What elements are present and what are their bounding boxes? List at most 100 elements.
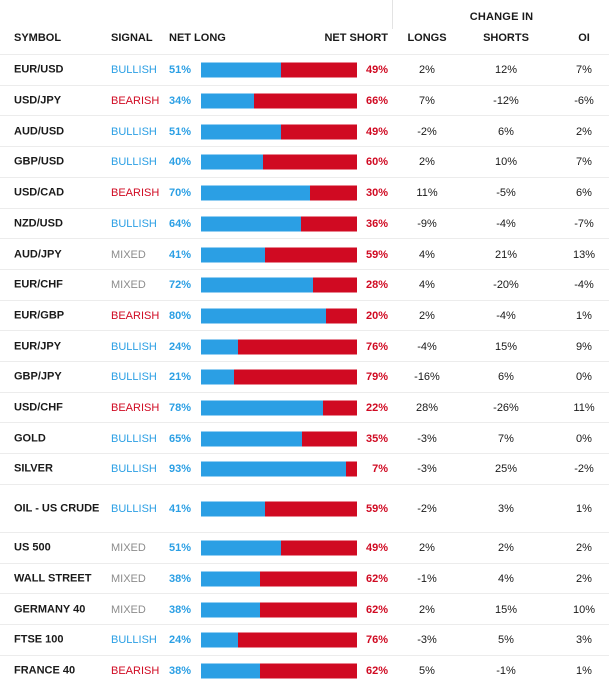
table-row[interactable]: NZD/USD BULLISH 64% 36% -9% -4% -7% bbox=[0, 207, 609, 240]
net-short-cell: 20% bbox=[365, 309, 388, 322]
signal-cell: BEARISH bbox=[111, 309, 160, 322]
symbol-cell[interactable]: GERMANY 40 bbox=[14, 603, 86, 616]
sentiment-bar bbox=[201, 277, 357, 293]
table-row[interactable]: FRANCE 40 BEARISH 38% 62% 5% -1% 1% bbox=[0, 654, 609, 687]
table-row[interactable]: AUD/USD BULLISH 51% 49% -2% 6% 2% bbox=[0, 115, 609, 147]
net-short-cell: 79% bbox=[365, 371, 388, 384]
net-short-cell: 62% bbox=[365, 664, 388, 677]
signal-cell: MIXED bbox=[111, 572, 146, 585]
signal-cell: BULLISH bbox=[111, 64, 157, 77]
symbol-cell[interactable]: EUR/GBP bbox=[14, 309, 65, 322]
sentiment-bar bbox=[201, 602, 357, 618]
table-row[interactable]: EUR/JPY BULLISH 24% 76% -4% 15% 9% bbox=[0, 330, 609, 362]
table-row[interactable]: EUR/CHF MIXED 72% 28% 4% -20% -4% bbox=[0, 268, 609, 301]
symbol-cell[interactable]: GBP/USD bbox=[14, 155, 65, 168]
symbol-cell[interactable]: USD/CAD bbox=[14, 186, 65, 199]
table-row[interactable]: EUR/GBP BEARISH 80% 20% 2% -4% 1% bbox=[0, 299, 609, 332]
sentiment-bar bbox=[201, 339, 357, 355]
table-row[interactable]: FTSE 100 BULLISH 24% 76% -3% 5% 3% bbox=[0, 623, 609, 656]
table-row[interactable]: SILVER BULLISH 93% 7% -3% 25% -2% bbox=[0, 453, 609, 485]
net-short-cell: 28% bbox=[365, 279, 388, 292]
symbol-cell[interactable]: US 500 bbox=[14, 541, 51, 554]
longs-change-cell: 4% bbox=[419, 279, 435, 292]
sentiment-bar-long-fill bbox=[201, 154, 264, 170]
net-long-cell: 24% bbox=[169, 340, 192, 353]
sentiment-bar-long-fill bbox=[201, 602, 261, 618]
net-long-cell: 40% bbox=[169, 156, 192, 169]
table-row[interactable]: USD/JPY BEARISH 34% 66% 7% -12% -6% bbox=[0, 84, 609, 117]
longs-change-cell: -16% bbox=[414, 371, 440, 384]
net-short-cell: 62% bbox=[365, 603, 388, 616]
symbol-cell[interactable]: EUR/JPY bbox=[14, 340, 62, 353]
change-in-label: CHANGE IN bbox=[469, 11, 534, 23]
oi-change-cell: -6% bbox=[574, 95, 594, 108]
net-short-cell: 35% bbox=[365, 432, 388, 445]
net-long-cell: 80% bbox=[169, 309, 192, 322]
oi-change-cell: 11% bbox=[573, 402, 595, 415]
oi-change-cell: 2% bbox=[576, 572, 592, 585]
table-row[interactable]: AUD/JPY MIXED 41% 59% 4% 21% 13% bbox=[0, 238, 609, 270]
symbol-cell[interactable]: GBP/JPY bbox=[14, 370, 62, 383]
net-long-cell: 38% bbox=[169, 664, 192, 677]
oi-change-cell: 9% bbox=[576, 340, 592, 353]
sentiment-bar-long-fill bbox=[201, 277, 314, 293]
sentiment-bar bbox=[201, 431, 357, 447]
sentiment-bar-long-fill bbox=[201, 632, 239, 648]
shorts-change-cell: 2% bbox=[498, 542, 514, 555]
sentiment-bar bbox=[201, 308, 357, 324]
oi-change-cell: 10% bbox=[572, 603, 596, 616]
table-row[interactable]: GBP/JPY BULLISH 21% 79% -16% 6% 0% bbox=[0, 361, 609, 393]
sentiment-bar bbox=[201, 62, 357, 78]
symbol-cell[interactable]: EUR/CHF bbox=[14, 278, 63, 291]
shorts-change-cell: 6% bbox=[498, 125, 514, 138]
symbol-cell[interactable]: WALL STREET bbox=[14, 572, 92, 585]
net-short-cell: 66% bbox=[365, 95, 388, 108]
table-row[interactable]: GBP/USD BULLISH 40% 60% 2% 10% 7% bbox=[0, 146, 609, 178]
longs-change-cell: 2% bbox=[419, 156, 435, 169]
signal-cell: BULLISH bbox=[111, 634, 157, 647]
table-row[interactable]: GERMANY 40 MIXED 38% 62% 2% 15% 10% bbox=[0, 593, 609, 625]
shorts-change-cell: -26% bbox=[493, 402, 519, 415]
net-long-cell: 93% bbox=[169, 463, 192, 476]
sentiment-bar bbox=[201, 501, 357, 517]
longs-change-cell: 28% bbox=[415, 402, 439, 415]
shorts-change-cell: 21% bbox=[494, 248, 518, 261]
sentiment-bar-long-fill bbox=[201, 216, 301, 232]
shorts-change-cell: -1% bbox=[496, 664, 516, 677]
oi-change-cell: -2% bbox=[574, 463, 594, 476]
longs-change-cell: 2% bbox=[419, 542, 435, 555]
symbol-cell[interactable]: USD/JPY bbox=[14, 94, 62, 107]
net-short-cell: 59% bbox=[365, 502, 388, 515]
symbol-cell[interactable]: AUD/JPY bbox=[14, 248, 62, 261]
sentiment-bar-long-fill bbox=[201, 400, 323, 416]
net-long-cell: 41% bbox=[169, 502, 192, 515]
sentiment-bar-long-fill bbox=[201, 247, 265, 263]
symbol-cell[interactable]: GOLD bbox=[14, 432, 46, 445]
table-row[interactable]: US 500 MIXED 51% 49% 2% 2% 2% bbox=[0, 531, 609, 564]
signal-cell: BULLISH bbox=[111, 156, 157, 169]
shorts-change-cell: 15% bbox=[494, 340, 518, 353]
sentiment-bar-long-fill bbox=[201, 431, 303, 447]
oi-change-cell: 6% bbox=[576, 187, 592, 200]
longs-change-cell: -3% bbox=[417, 463, 437, 476]
symbol-cell[interactable]: EUR/USD bbox=[14, 63, 64, 76]
table-row[interactable]: EUR/USD BULLISH 51% 49% 2% 12% 7% bbox=[0, 54, 609, 86]
symbol-cell[interactable]: USD/CHF bbox=[14, 401, 63, 414]
table-row[interactable]: USD/CHF BEARISH 78% 22% 28% -26% 11% bbox=[0, 391, 609, 424]
symbol-cell[interactable]: FTSE 100 bbox=[14, 633, 64, 646]
table-row[interactable]: USD/CAD BEARISH 70% 30% 11% -5% 6% bbox=[0, 176, 609, 209]
symbol-cell[interactable]: NZD/USD bbox=[14, 217, 63, 230]
symbol-cell[interactable]: FRANCE 40 bbox=[14, 664, 76, 677]
signal-cell: BULLISH bbox=[111, 217, 157, 230]
symbol-cell[interactable]: OIL - US CRUDE bbox=[14, 502, 100, 515]
net-short-cell: 59% bbox=[365, 248, 388, 261]
signal-cell: MIXED bbox=[111, 248, 146, 261]
table-row[interactable]: OIL - US CRUDE BULLISH 41% 59% -2% 3% 1% bbox=[0, 483, 609, 533]
net-short-cell: 49% bbox=[365, 542, 388, 555]
net-long-cell: 38% bbox=[169, 572, 192, 585]
symbol-cell[interactable]: SILVER bbox=[14, 462, 53, 475]
col-header-net-long: NET LONG bbox=[169, 32, 226, 44]
table-row[interactable]: GOLD BULLISH 65% 35% -3% 7% 0% bbox=[0, 422, 609, 454]
symbol-cell[interactable]: AUD/USD bbox=[14, 125, 65, 138]
table-row[interactable]: WALL STREET MIXED 38% 62% -1% 4% 2% bbox=[0, 562, 609, 595]
